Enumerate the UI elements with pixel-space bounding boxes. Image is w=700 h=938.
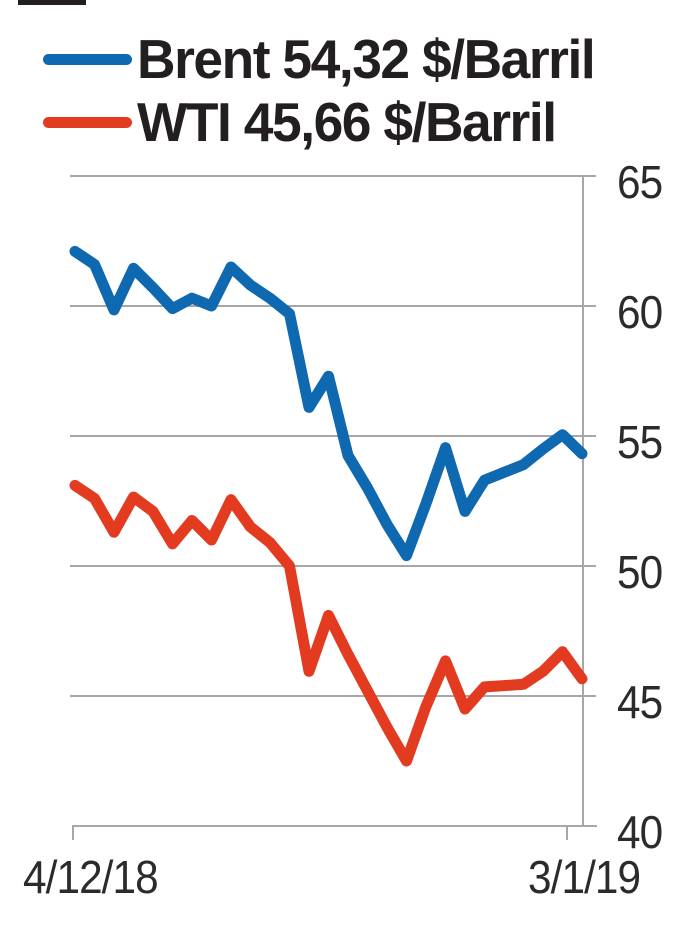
gridline-45 — [70, 695, 596, 697]
gridline-50 — [70, 565, 596, 567]
y-axis-label-60: 60 — [617, 286, 663, 338]
gridline-55 — [70, 435, 596, 437]
gridline-65 — [70, 175, 596, 177]
legend-label-wti: WTI 45,66 $/Barril — [137, 90, 557, 153]
x-axis-label-start: 4/12/18 — [23, 851, 159, 903]
legend-label-brent: Brent 54,32 $/Barril — [137, 27, 596, 90]
y-axis-label-50: 50 — [617, 546, 663, 598]
brent-price-line — [69, 245, 588, 562]
wti-line-swatch — [43, 116, 132, 128]
x-axis-label-end: 3/1/19 — [528, 851, 641, 903]
legend-item-wti: WTI 45,66 $/Barril — [43, 91, 569, 153]
gridline-60 — [70, 305, 596, 307]
x-axis-line — [72, 825, 597, 827]
y-axis-label-40: 40 — [617, 806, 663, 858]
x-axis-tick-end — [566, 825, 568, 840]
border-fragment — [18, 0, 86, 5]
y-axis-label-45: 45 — [617, 676, 663, 728]
x-axis-tick-start — [72, 825, 74, 840]
wti-price-line — [69, 479, 588, 767]
legend-item-brent: Brent 54,32 $/Barril — [43, 28, 608, 90]
y-axis-label-65: 65 — [617, 156, 663, 208]
y-axis-label-55: 55 — [617, 416, 663, 468]
brent-line-swatch — [43, 53, 132, 65]
y-axis-line — [582, 176, 584, 827]
